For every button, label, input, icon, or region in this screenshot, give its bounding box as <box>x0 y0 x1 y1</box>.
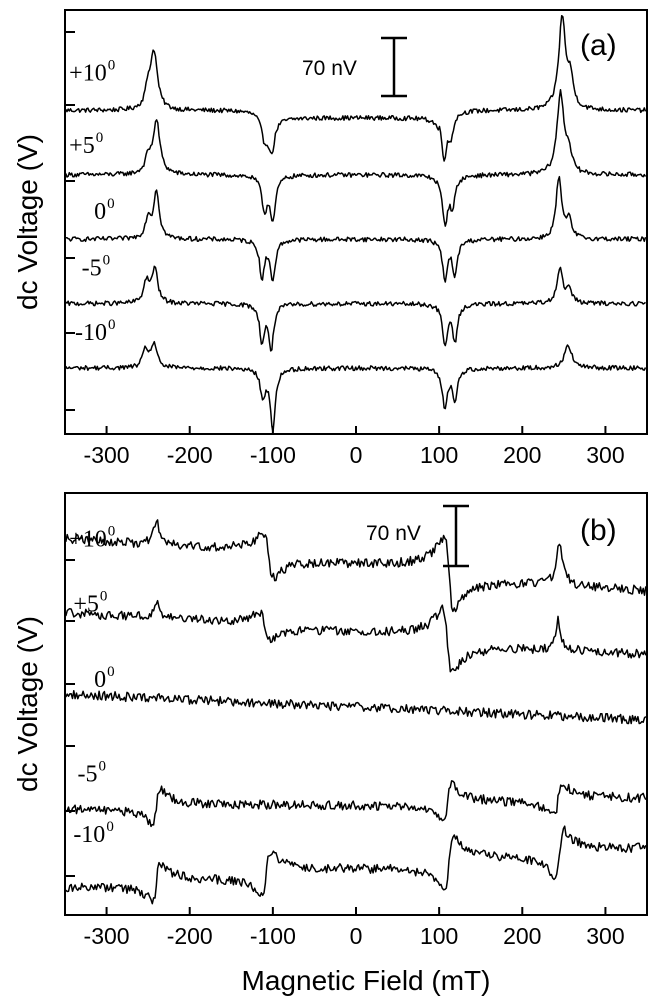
panel-a-label: (a) <box>580 29 617 62</box>
x-tick-label: 100 <box>420 923 458 949</box>
panel-a-y-ticks <box>65 31 75 411</box>
x-tick-label: 100 <box>420 442 458 468</box>
series-label: +5 <box>73 591 99 617</box>
panel-b-x-ticks: -300 -200 -100 0 100 200 300 <box>84 907 625 949</box>
panel-b-series-labels: +10 0+5 00 0-5 0-10 0 <box>69 523 115 848</box>
x-tick-label: 300 <box>586 442 624 468</box>
x-tick-label: 0 <box>350 442 363 468</box>
x-tick-label: -300 <box>84 442 130 468</box>
series-line <box>65 519 647 613</box>
series-label: 0 <box>94 667 106 693</box>
series-label-degree: 0 <box>100 588 108 604</box>
panel-b-scale-bar <box>443 504 469 568</box>
series-label-degree: 0 <box>107 196 115 212</box>
series-line <box>65 88 647 227</box>
series-label-degree: 0 <box>98 759 106 775</box>
series-line <box>65 690 647 725</box>
series-line <box>65 340 647 433</box>
series-label-degree: 0 <box>106 819 114 835</box>
series-label: -5 <box>82 256 102 282</box>
series-label-degree: 0 <box>108 523 116 539</box>
series-label-degree: 0 <box>107 664 115 680</box>
panel-a-scale-text: 70 nV <box>302 57 357 80</box>
x-tick-label: -100 <box>250 442 296 468</box>
panel-a-scale-bar <box>381 36 407 98</box>
x-tick-label: 200 <box>503 923 541 949</box>
panel-a: -300 -200 -100 0 100 200 300 +10 0+5 00 0-5 0-10 0 … <box>12 9 648 468</box>
x-tick-label: 0 <box>350 923 363 949</box>
series-label-degree: 0 <box>103 253 111 269</box>
panel-b-label: (b) <box>580 514 617 547</box>
series-label: +10 <box>69 60 107 86</box>
series-label-degree: 0 <box>108 57 116 73</box>
series-line <box>65 599 647 673</box>
x-tick-label: -200 <box>167 923 213 949</box>
x-tick-label: -300 <box>84 923 130 949</box>
x-tick-label: 300 <box>586 923 624 949</box>
series-line <box>65 14 647 162</box>
x-tick-label: 200 <box>503 442 541 468</box>
panel-a-traces <box>65 14 647 433</box>
series-line <box>65 825 647 905</box>
series-label-degree: 0 <box>96 130 104 146</box>
panel-a-x-ticks: -300 -200 -100 0 100 200 300 <box>84 426 625 468</box>
series-label: 0 <box>94 199 106 225</box>
panel-a-series-labels: +10 0+5 00 0-5 0-10 0 <box>69 57 115 346</box>
panel-b-traces <box>65 519 647 905</box>
series-line <box>65 175 647 283</box>
series-line <box>65 780 647 828</box>
panel-a-y-axis-label: dc Voltage (V) <box>12 134 43 310</box>
x-axis-label: Magnetic Field (mT) <box>242 965 491 996</box>
series-label: +5 <box>69 133 95 159</box>
series-label-degree: 0 <box>108 317 116 333</box>
series-label: -10 <box>73 822 105 848</box>
x-tick-label: -200 <box>167 442 213 468</box>
series-label: -5 <box>77 762 97 788</box>
series-label: -10 <box>75 320 107 346</box>
panel-b-y-axis-label: dc Voltage (V) <box>12 616 43 792</box>
panel-b-scale-text: 70 nV <box>366 522 421 545</box>
panel-b: -300 -200 -100 0 100 200 300 +10 0+5 00 0-5 0-10 0 … <box>12 492 648 949</box>
x-tick-label: -100 <box>250 923 296 949</box>
series-label: +10 <box>69 526 107 552</box>
series-line <box>65 265 647 352</box>
